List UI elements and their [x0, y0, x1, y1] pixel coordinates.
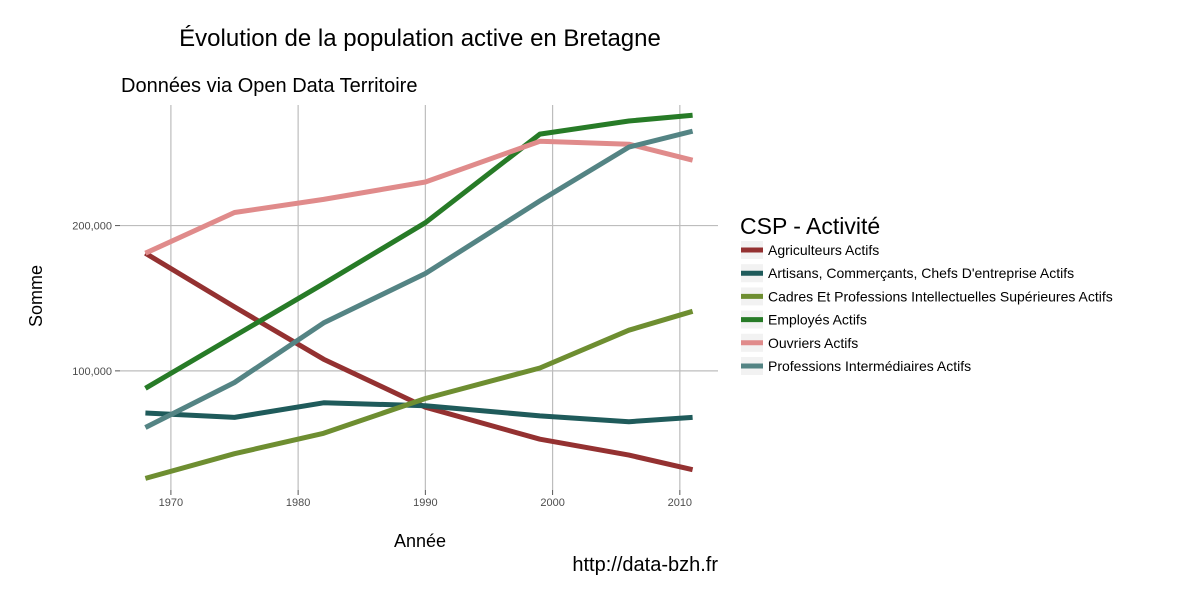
- legend-entry-label: Artisans, Commerçants, Chefs D'entrepris…: [768, 265, 1074, 281]
- axis-ticks: 1970 1980 1990 2000 2010 100,000 200,000: [72, 221, 692, 509]
- series-line: [144, 251, 694, 473]
- legend-title: CSP - Activité: [740, 213, 880, 239]
- series-line: [144, 112, 693, 391]
- series-line: [145, 400, 693, 425]
- x-axis-title: Année: [394, 531, 446, 551]
- series-line: [144, 128, 694, 430]
- legend-entry-label: Cadres Et Professions Intellectuelles Su…: [768, 288, 1113, 304]
- series-lines: [144, 112, 694, 481]
- source-url: http://data-bzh.fr: [572, 554, 718, 576]
- series-line: [144, 308, 694, 481]
- y-tick-label: 100,000: [72, 366, 112, 378]
- legend-entry-label: Agriculteurs Actifs: [768, 242, 879, 258]
- x-tick-label: 1980: [286, 497, 310, 509]
- legend-entry-label: Professions Intermédiaires Actifs: [768, 358, 971, 374]
- series-line: [144, 138, 694, 256]
- x-tick-label: 1990: [413, 497, 437, 509]
- x-tick-label: 1970: [159, 497, 183, 509]
- legend-entry-label: Ouvriers Actifs: [768, 335, 858, 351]
- chart-subtitle: Données via Open Data Territoire: [121, 75, 417, 97]
- legend: CSP - Activité Agriculteurs Actifs Artisa…: [740, 213, 1113, 375]
- x-tick-label: 2000: [540, 497, 564, 509]
- y-tick-label: 200,000: [72, 221, 112, 233]
- grid: [120, 105, 718, 490]
- legend-entry-label: Employés Actifs: [768, 312, 867, 328]
- x-tick-label: 2010: [668, 497, 692, 509]
- chart-title: Évolution de la population active en Bre…: [179, 25, 661, 52]
- y-axis-title: Somme: [26, 265, 46, 327]
